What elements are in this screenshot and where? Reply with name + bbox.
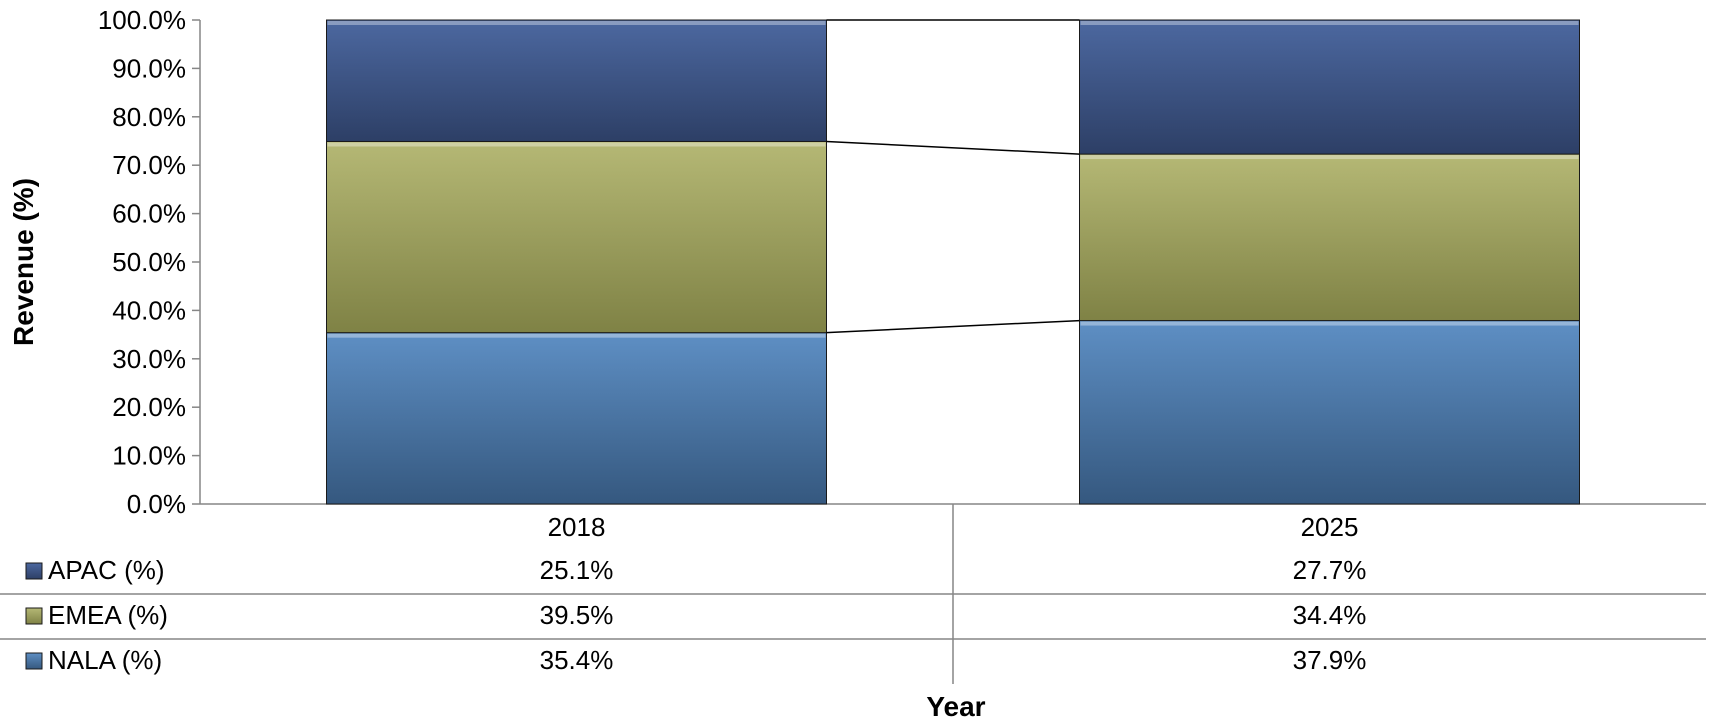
y-tick-label: 0.0% [127,489,186,519]
bar-bevel [327,333,826,338]
bar-bevel [327,142,826,147]
legend-label: NALA (%) [48,645,162,675]
bar-bevel [1080,21,1579,25]
y-tick-label: 90.0% [112,53,186,83]
legend-label: APAC (%) [48,555,165,585]
bar-bevel [1080,155,1579,160]
legend-label: EMEA (%) [48,600,168,630]
y-tick-label: 100.0% [98,5,186,35]
x-category-label: 2018 [548,512,606,542]
y-tick-label: 40.0% [112,295,186,325]
series-line [826,319,1080,334]
y-tick-label: 50.0% [112,247,186,277]
bar-segment [1079,320,1580,505]
y-tick-label: 70.0% [112,150,186,180]
legend-key [25,562,43,580]
y-axis-title: Revenue (%) [8,178,39,346]
data-table-value: 25.1% [540,555,614,585]
x-category-label: 2025 [1301,512,1359,542]
y-tick-label: 80.0% [112,102,186,132]
legend-key [25,607,43,625]
data-table-value: 35.4% [540,645,614,675]
x-axis-title: Year [926,691,985,719]
bar-segment [326,140,827,334]
series-line [826,140,1080,155]
bar-bevel [1080,321,1579,326]
y-tick-label: 10.0% [112,441,186,471]
data-table-value: 37.9% [1293,645,1367,675]
bar-segment [326,19,827,142]
y-tick-label: 30.0% [112,344,186,374]
bar-segment [1079,19,1580,155]
bar-bevel [327,21,826,25]
legend-key [25,652,43,670]
data-table-value: 34.4% [1293,600,1367,630]
y-tick-label: 20.0% [112,392,186,422]
y-tick-label: 60.0% [112,199,186,229]
bar-segment [1079,153,1580,322]
bar-segment [326,332,827,505]
data-table-value: 39.5% [540,600,614,630]
data-table-value: 27.7% [1293,555,1367,585]
